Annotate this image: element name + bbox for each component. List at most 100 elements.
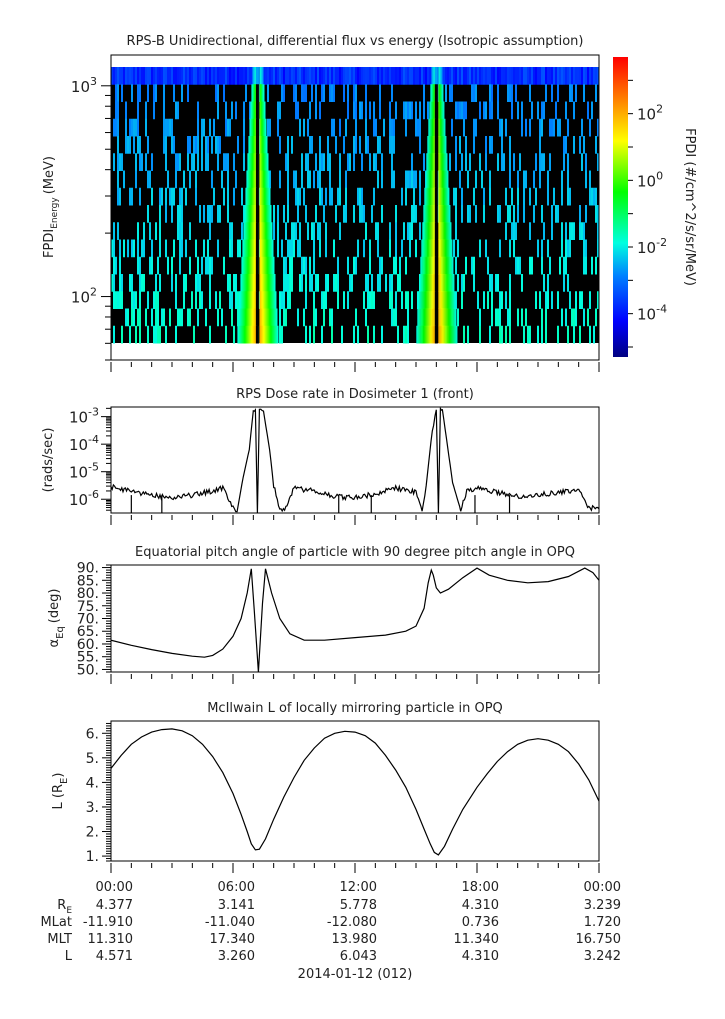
- spectrogram-cell: [266, 256, 268, 275]
- spectrogram-cell: [413, 187, 415, 206]
- spectrogram-cell: [422, 291, 424, 309]
- spectrogram-cell: [355, 136, 357, 154]
- spectrogram-cell: [127, 67, 129, 85]
- spectrogram-cell: [244, 308, 246, 327]
- spectrogram-cell: [451, 84, 453, 102]
- spectrogram-cell: [523, 67, 525, 85]
- spectrogram-cell: [585, 239, 587, 258]
- spectrogram-cell: [251, 67, 253, 85]
- svg-text:αEq(deg): αEq(deg): [47, 589, 66, 648]
- spectrogram-cell: [272, 274, 274, 292]
- spectrogram-cell: [263, 101, 265, 120]
- spectrogram-cell: [317, 170, 319, 189]
- spectrogram-cell: [242, 325, 244, 344]
- spectrogram-cell: [329, 170, 331, 189]
- spectrogram-cell: [419, 308, 421, 327]
- spectrogram-cell: [251, 153, 253, 171]
- spectrogram-cell: [309, 325, 311, 344]
- spectrogram-cell: [341, 325, 343, 344]
- spectrogram-cell: [153, 67, 155, 85]
- spectrogram-gap: [255, 101, 259, 120]
- spectrogram-cell: [440, 222, 442, 240]
- spectrogram-cell: [227, 170, 229, 189]
- spectrogram-cell: [426, 308, 428, 327]
- spectrogram-cell: [371, 291, 373, 309]
- spectrogram-cell: [285, 153, 287, 171]
- spectrogram-cell: [281, 67, 283, 85]
- spectrogram-cell: [421, 274, 423, 292]
- spectrogram-panel: RPS-B Unidirectional, differential flux …: [42, 34, 697, 361]
- spectrogram-cell: [507, 84, 509, 102]
- spectrogram-cell: [432, 222, 434, 240]
- spectrogram-cell: [247, 239, 249, 258]
- spectrogram-cell: [197, 67, 199, 85]
- spectrogram-cell: [252, 325, 254, 344]
- spectrogram-cell: [557, 67, 559, 85]
- spectrogram-cell: [245, 308, 247, 327]
- spectrogram-cell: [481, 170, 483, 189]
- spectrogram-cell: [264, 222, 266, 240]
- spectrogram-cell: [245, 205, 247, 223]
- spectrogram-cell: [446, 325, 448, 344]
- spectrogram-cell: [209, 325, 211, 344]
- spectrogram-cell: [583, 222, 585, 240]
- spectrogram-cell: [259, 274, 261, 292]
- spectrogram-cell: [268, 308, 270, 327]
- spectrogram-cell: [452, 274, 454, 292]
- spectrogram-cell: [449, 239, 451, 258]
- spectrogram-cell: [535, 187, 537, 206]
- spectrogram-cell: [441, 239, 443, 258]
- spectrogram-cell: [515, 256, 517, 275]
- spectrogram-cell: [541, 101, 543, 120]
- spectrogram-cell: [489, 187, 491, 206]
- spectrogram-cell: [207, 153, 209, 171]
- spectrogram-cell: [259, 84, 261, 102]
- spectrogram-cell: [159, 205, 161, 223]
- spectrogram-cell: [181, 222, 183, 240]
- spectrogram-cell: [453, 187, 455, 206]
- spectrogram-cell: [248, 308, 250, 327]
- spectrogram-cell: [323, 205, 325, 223]
- spectrogram-cell: [475, 84, 477, 102]
- spectrogram-cell: [419, 222, 421, 240]
- spectrogram-cell: [453, 239, 455, 258]
- spectrogram-cell: [309, 274, 311, 292]
- spectrogram-cell: [137, 67, 139, 85]
- spectrogram-cell: [443, 67, 445, 85]
- spectrogram-cell: [465, 153, 467, 171]
- spectrogram-cell: [189, 222, 191, 240]
- spectrogram-cell: [171, 118, 173, 137]
- spectrogram-cell: [263, 153, 265, 171]
- spectrogram-cell: [479, 325, 481, 344]
- spectrogram-cell: [329, 187, 331, 206]
- ephemeris-value: -12.080: [327, 915, 377, 930]
- spectrogram-cell: [165, 325, 167, 344]
- spectrogram-cell: [248, 136, 250, 154]
- spectrogram-cell: [555, 67, 557, 85]
- dose-rate-y-ticks: 10-310-410-510-6: [69, 406, 111, 511]
- spectrogram-cell: [261, 308, 263, 327]
- spectrogram-cell: [283, 256, 285, 275]
- spectrogram-cell: [451, 274, 453, 292]
- spectrogram-cell: [205, 136, 207, 154]
- spectrogram-cell: [343, 291, 345, 309]
- spectrogram-cell: [271, 239, 273, 258]
- spectrogram-cell: [422, 256, 424, 275]
- spectrogram-cell: [563, 153, 565, 171]
- spectrogram-cell: [425, 308, 427, 327]
- spectrogram-cell: [249, 67, 251, 85]
- spectrogram-cell: [438, 256, 440, 275]
- spectrogram-cell: [393, 170, 395, 189]
- spectrogram-cell: [432, 118, 434, 137]
- spectrogram-cell: [537, 239, 539, 258]
- spectrogram-cell: [427, 308, 429, 327]
- spectrogram-cell: [549, 67, 551, 85]
- spectrogram-cell: [272, 291, 274, 309]
- spectrogram-cell: [211, 256, 213, 275]
- spectrogram-cell: [243, 274, 245, 292]
- spectrogram-cell: [254, 256, 256, 275]
- spectrogram-cell: [307, 153, 309, 171]
- spectrogram-cell: [363, 291, 365, 309]
- spectrogram-cell: [563, 256, 565, 275]
- spectrogram-cell: [442, 256, 444, 275]
